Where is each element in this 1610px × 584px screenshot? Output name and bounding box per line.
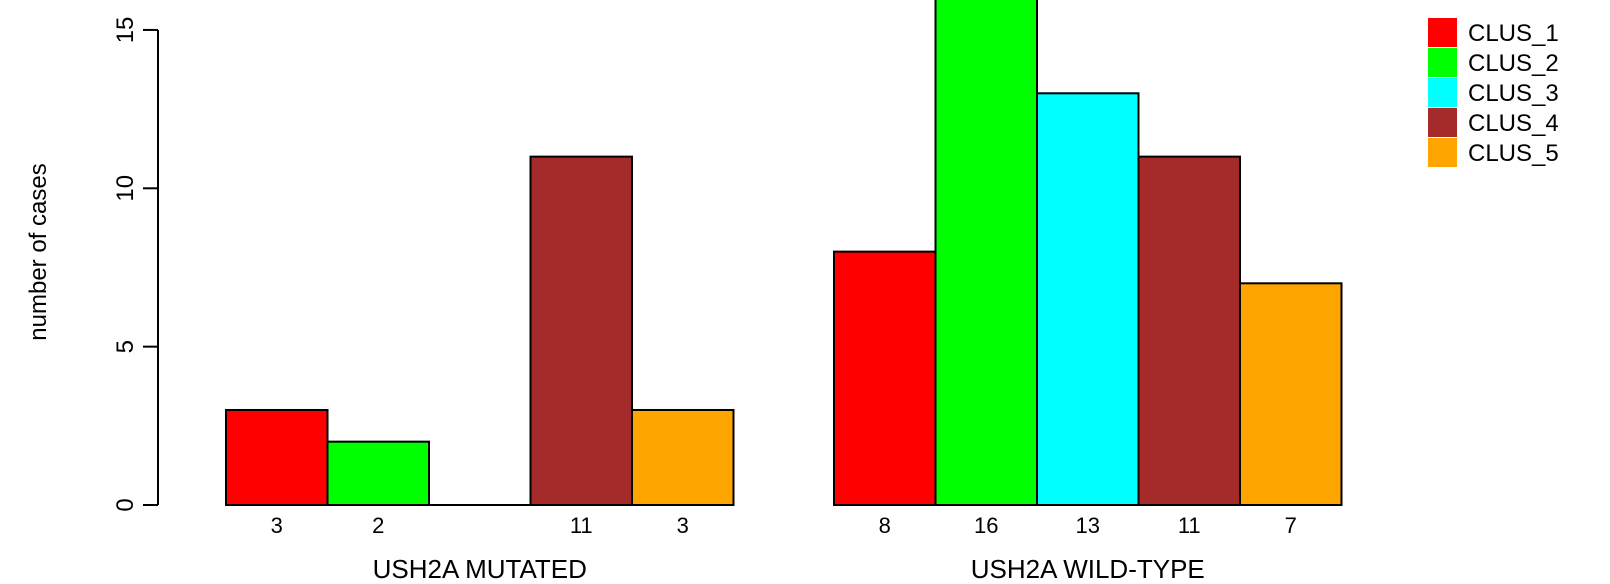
- value-label: 11: [570, 513, 593, 538]
- bar-clus-3: [1036, 92, 1140, 506]
- legend-label: CLUS_3: [1468, 80, 1559, 107]
- bars: [225, 0, 1343, 507]
- legend-label: CLUS_5: [1468, 140, 1559, 167]
- legend-swatch: [1428, 78, 1457, 107]
- legend: CLUS_1 CLUS_2 CLUS_3 CLUS_4 CLUS_5: [1428, 18, 1559, 167]
- bar-clus-4: [529, 155, 633, 506]
- y-tick-label: 15: [112, 17, 139, 44]
- bar-clus-5: [631, 408, 735, 506]
- legend-swatch: [1428, 48, 1457, 77]
- legend-label: CLUS_4: [1468, 110, 1559, 137]
- group-labels: USH2A MUTATED USH2A WILD-TYPE: [373, 554, 1205, 584]
- bar-clus-1: [225, 408, 329, 506]
- value-label: 2: [372, 513, 384, 538]
- value-label: 3: [677, 513, 689, 538]
- bar-clus-1: [833, 250, 937, 506]
- y-tick-label: 10: [112, 175, 139, 202]
- value-label: 8: [879, 513, 891, 538]
- legend-label: CLUS_1: [1468, 20, 1559, 47]
- bar-clus-2: [934, 0, 1038, 507]
- group-label: USH2A WILD-TYPE: [971, 554, 1205, 584]
- value-label: 13: [1076, 513, 1100, 538]
- value-label: 7: [1285, 513, 1297, 538]
- y-axis: 0 5 10 15: [112, 17, 159, 512]
- legend-swatch: [1428, 108, 1457, 137]
- value-labels: 3 2 11 3 8 16 13 11 7: [271, 513, 1297, 538]
- y-axis-label: number of cases: [25, 163, 52, 340]
- value-label: 3: [271, 513, 283, 538]
- legend-swatch: [1428, 18, 1457, 47]
- bar-clus-2: [326, 440, 430, 507]
- bar-clus-4: [1137, 155, 1241, 506]
- y-tick-label: 5: [112, 340, 139, 353]
- value-label: 11: [1178, 513, 1201, 538]
- legend-label: CLUS_2: [1468, 50, 1559, 77]
- legend-swatch: [1428, 138, 1457, 167]
- bar-clus-5: [1239, 282, 1343, 506]
- y-tick-label: 0: [112, 498, 139, 511]
- group-label: USH2A MUTATED: [373, 554, 587, 584]
- value-label: 16: [974, 513, 998, 538]
